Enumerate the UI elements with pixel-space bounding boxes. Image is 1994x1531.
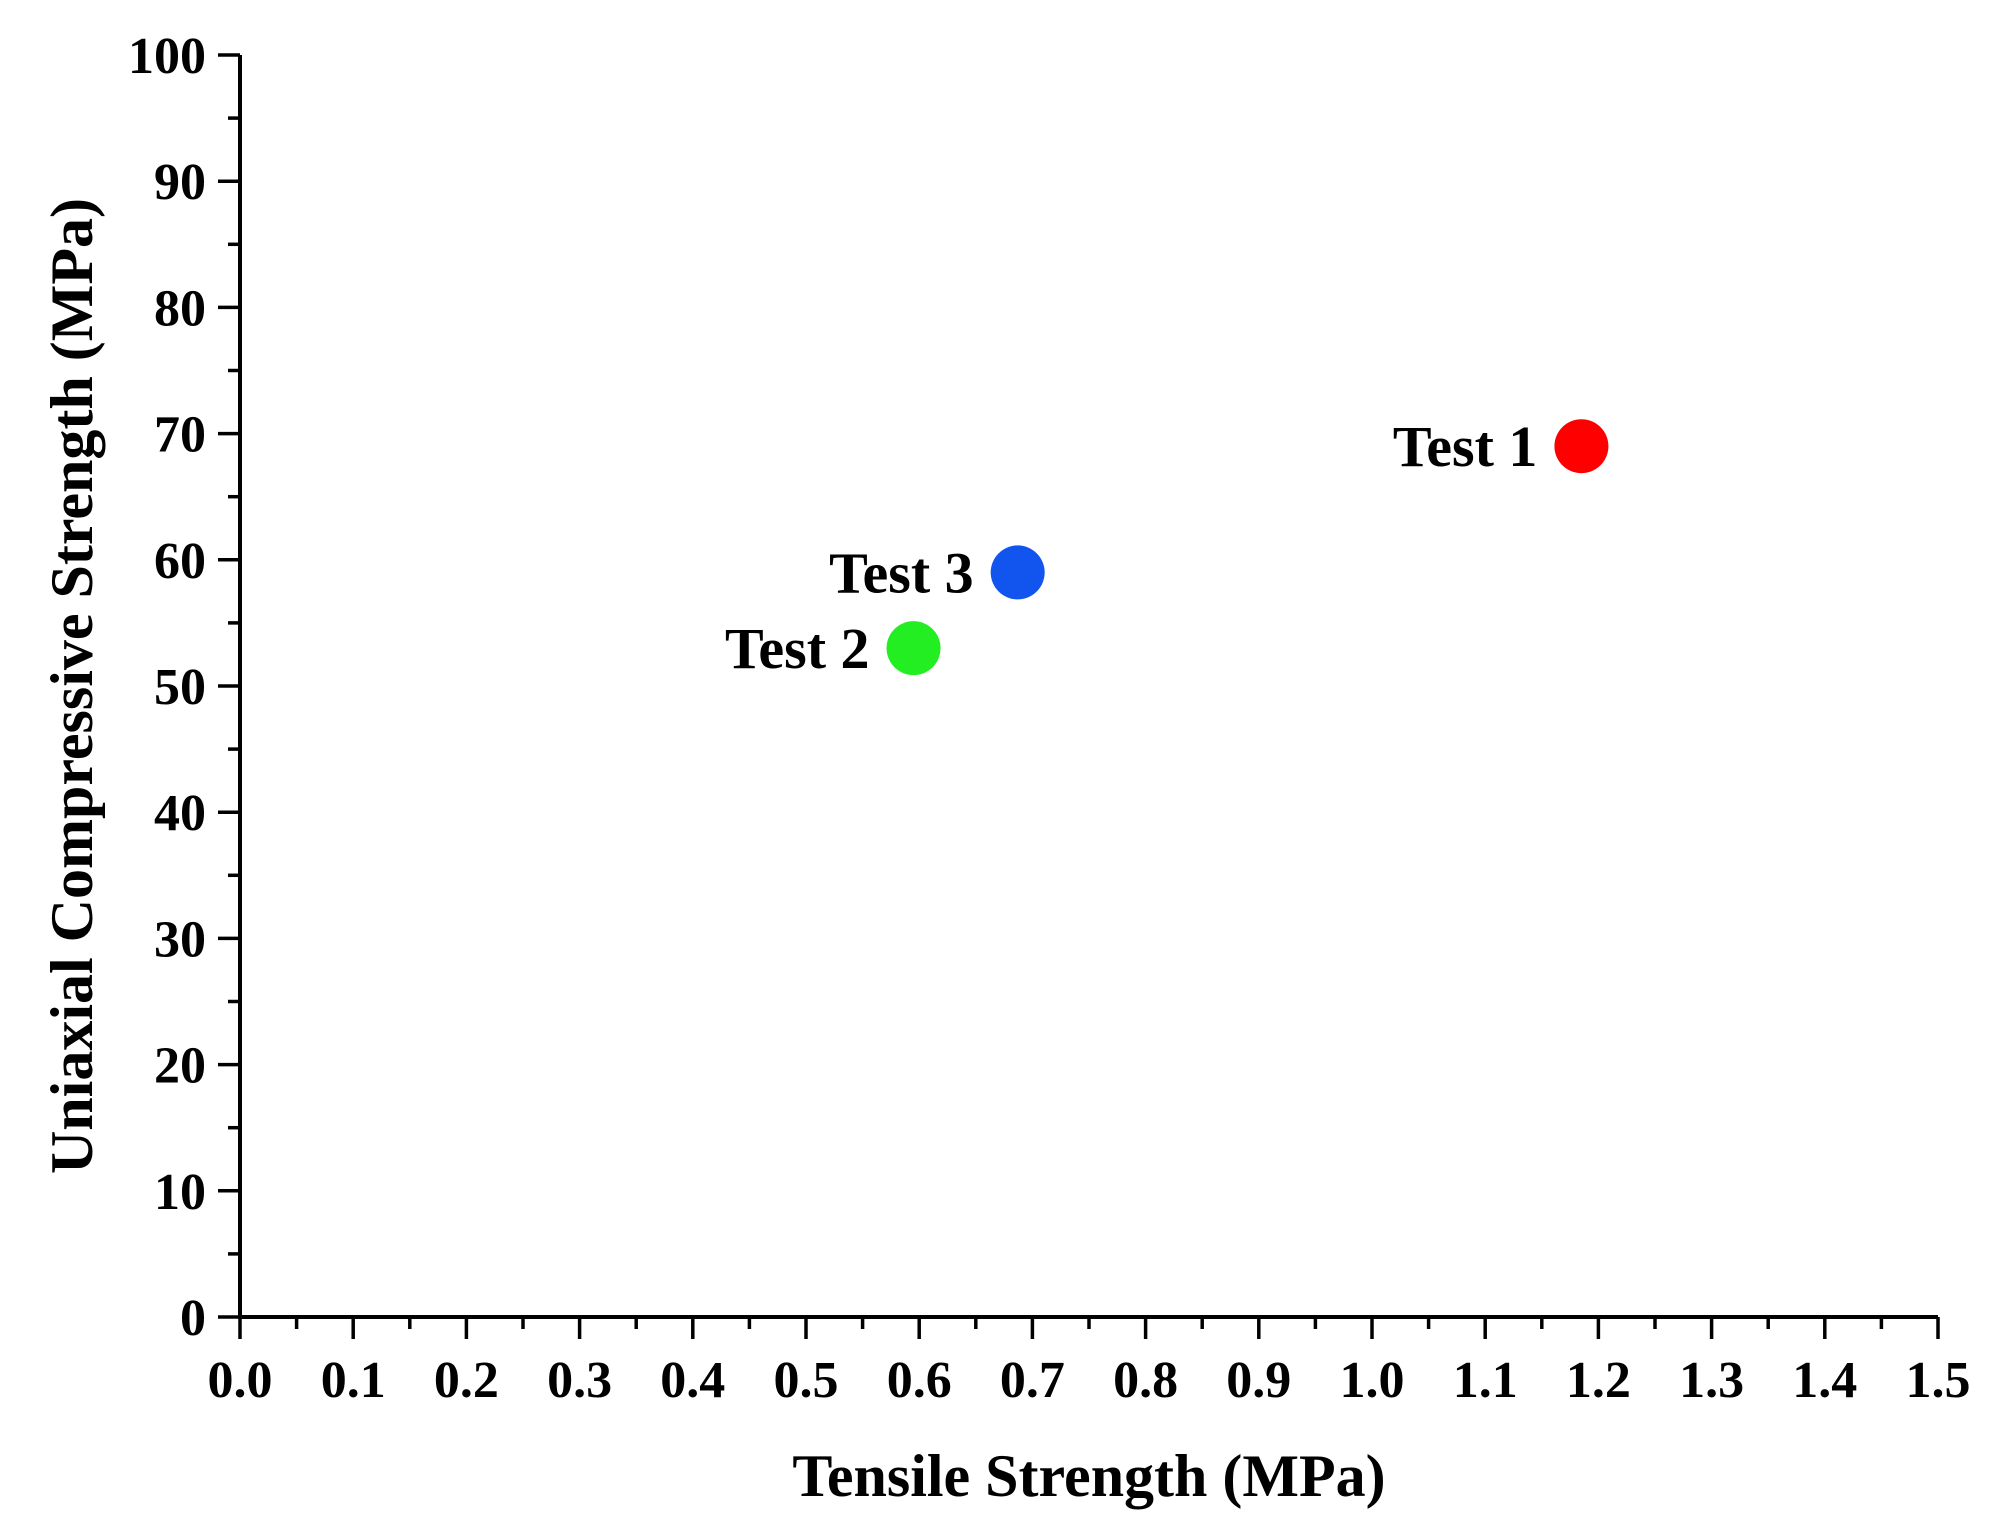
x-axis-title: Tensile Strength (MPa) [792,1443,1385,1509]
y-tick-label: 40 [154,785,206,842]
y-tick-label: 0 [180,1290,206,1347]
y-tick-label: 90 [154,154,206,211]
data-point [886,621,941,676]
y-tick-label: 60 [154,533,206,590]
x-tick-label: 1.2 [1566,1352,1631,1409]
data-points: Test 1 Test 2 Test 3 [725,414,1609,681]
y-ticks: 0 10 20 30 40 50 60 70 80 90 100 [128,28,240,1347]
y-tick-label: 10 [154,1164,206,1221]
data-point [1554,419,1609,474]
x-tick-label: 0.8 [1113,1352,1178,1409]
y-tick-label: 30 [154,911,206,968]
data-point [990,545,1045,600]
y-tick-label: 100 [128,28,206,85]
y-axis-title: Uniaxial Compressive Strength (MPa) [39,198,105,1174]
x-tick-label: 0.9 [1226,1352,1291,1409]
point-label: Test 2 [725,616,870,681]
y-tick-label: 70 [154,407,206,464]
x-tick-label: 1.4 [1792,1352,1857,1409]
x-tick-label: 0.6 [887,1352,952,1409]
x-tick-label: 1.3 [1679,1352,1744,1409]
y-tick-label: 20 [154,1038,206,1095]
point-label: Test 1 [1393,414,1538,479]
x-tick-label: 1.0 [1340,1352,1405,1409]
x-tick-label: 0.3 [547,1352,612,1409]
x-ticks: 0.0 0.1 0.2 0.3 0.4 0.5 0.6 0.7 0.8 0.9 1.0 1.1 1.2 1… [208,1317,1971,1409]
point-label: Test 3 [829,540,974,605]
x-tick-label: 0.2 [434,1352,499,1409]
x-tick-label: 0.1 [321,1352,386,1409]
x-tick-label: 1.1 [1453,1352,1518,1409]
y-tick-label: 80 [154,280,206,337]
x-tick-label: 0.5 [774,1352,839,1409]
x-tick-label: 0.0 [208,1352,273,1409]
x-tick-label: 0.4 [660,1352,725,1409]
y-tick-label: 50 [154,659,206,716]
x-tick-label: 1.5 [1906,1352,1971,1409]
x-tick-label: 0.7 [1000,1352,1065,1409]
axes [238,55,1938,1319]
